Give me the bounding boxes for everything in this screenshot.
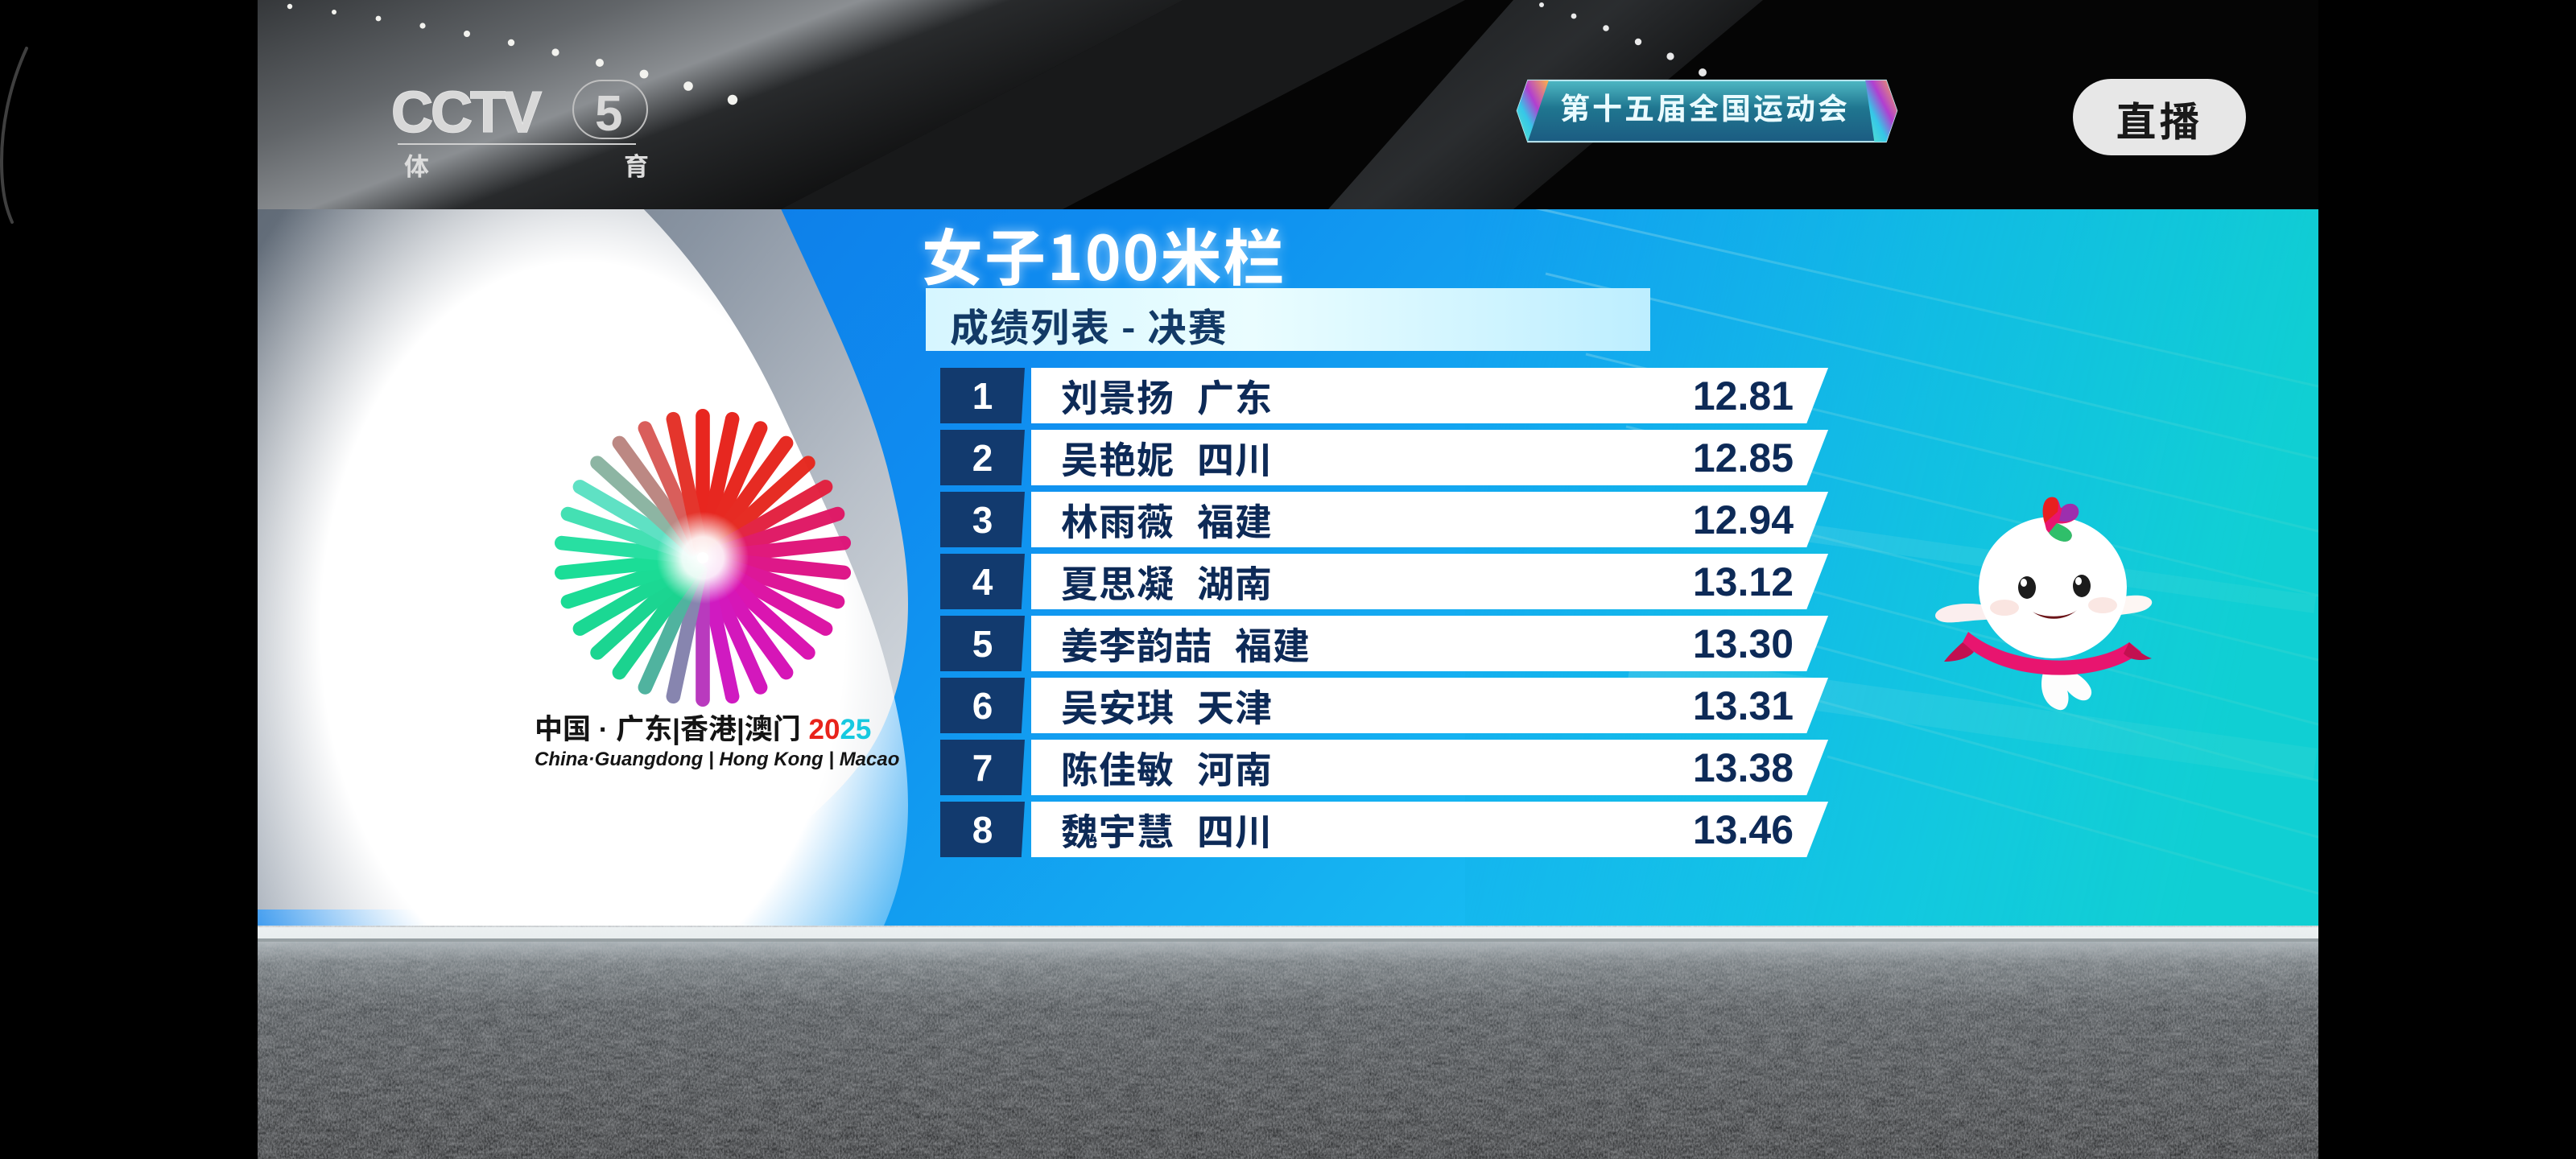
svg-text:CCTV: CCTV (391, 80, 542, 145)
svg-text:5: 5 (595, 86, 622, 142)
